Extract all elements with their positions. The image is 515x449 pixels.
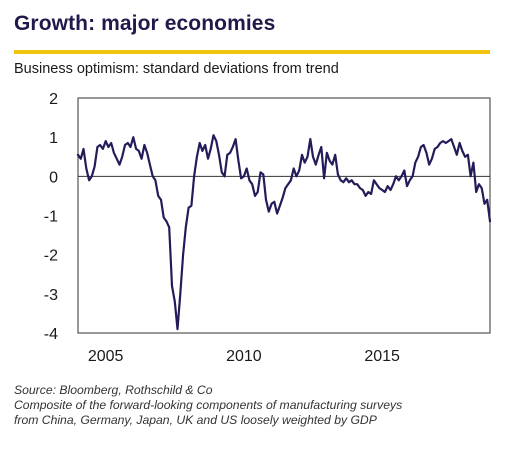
chart-notes: Source: Bloomberg, Rothschild & Co Compo… bbox=[14, 383, 402, 428]
y-tick-label: 2 bbox=[49, 91, 58, 108]
x-tick-group: 2005 2010 2015 bbox=[88, 348, 400, 365]
plot-frame bbox=[77, 97, 491, 334]
composite-note-line-1: Composite of the forward-looking compone… bbox=[14, 398, 403, 412]
y-tick-label: -2 bbox=[44, 248, 58, 265]
y-tick-label: 1 bbox=[49, 130, 58, 147]
chart-subtitle: Business optimism: standard deviations f… bbox=[14, 61, 339, 77]
y-tick-label: -1 bbox=[44, 209, 58, 226]
series-line bbox=[76, 134, 492, 331]
x-tick-label: 2005 bbox=[88, 348, 124, 365]
y-tick-label: 0 bbox=[49, 169, 58, 186]
source-note: Source: Bloomberg, Rothschild & Co bbox=[14, 383, 213, 397]
y-tick-group: 2 1 0 -1 -2 -3 -4 bbox=[44, 91, 58, 343]
chart-title: Growth: major economies bbox=[14, 12, 276, 35]
x-tick-label: 2015 bbox=[364, 348, 400, 365]
title-accent-rule bbox=[14, 50, 490, 54]
y-tick-label: -3 bbox=[44, 287, 58, 304]
y-tick-label: -4 bbox=[44, 326, 58, 343]
x-tick-label: 2010 bbox=[226, 348, 262, 365]
composite-note-line-2: from China, Germany, Japan, UK and US lo… bbox=[14, 413, 377, 427]
